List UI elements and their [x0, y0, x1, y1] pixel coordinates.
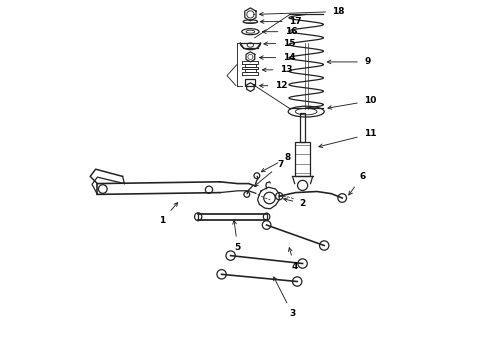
Text: 4: 4 — [289, 248, 298, 271]
Text: 10: 10 — [328, 96, 376, 109]
Text: 15: 15 — [264, 39, 295, 48]
Text: 7: 7 — [254, 160, 284, 186]
Text: 12: 12 — [260, 81, 287, 90]
Bar — [245, 79, 255, 86]
Text: 11: 11 — [319, 129, 376, 148]
Text: 8: 8 — [261, 153, 291, 172]
Bar — [295, 142, 310, 176]
Text: 1: 1 — [159, 203, 178, 225]
Text: 18: 18 — [260, 7, 345, 16]
Text: 2: 2 — [284, 198, 306, 208]
Text: 17: 17 — [260, 17, 302, 26]
Bar — [300, 113, 305, 142]
Text: 6: 6 — [349, 172, 366, 195]
Text: 9: 9 — [327, 57, 370, 66]
Text: 5: 5 — [233, 220, 241, 252]
Text: 13: 13 — [263, 65, 293, 74]
Text: 3: 3 — [274, 277, 295, 318]
Text: 16: 16 — [263, 27, 297, 36]
Text: 14: 14 — [260, 53, 295, 62]
